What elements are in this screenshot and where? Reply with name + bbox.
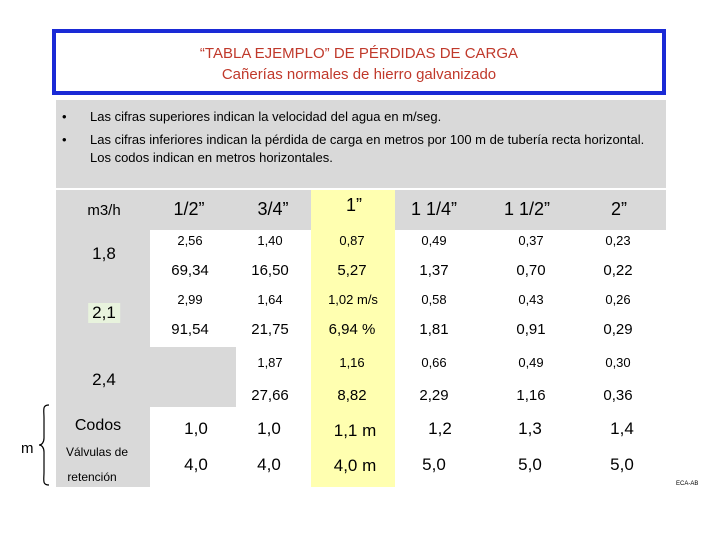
notes-panel: • Las cifras superiores indican la veloc… xyxy=(56,100,666,188)
pipe-size-header: 3/4” xyxy=(257,199,289,219)
fittings-unit-label: m xyxy=(21,440,34,457)
fitting-value: 4,0 xyxy=(257,455,281,474)
pipe-size-header: 1” xyxy=(345,195,363,215)
table-subtitle: Cañerías normales de hierro galvanizado xyxy=(221,66,497,83)
highlight-column-1in xyxy=(311,190,395,487)
velocity-cell: 1,64 xyxy=(257,292,283,307)
title-box: “TABLA EJEMPLO” DE PÉRDIDAS DE CARGA Cañ… xyxy=(52,29,666,95)
loss-cell: 91,54 xyxy=(171,321,209,338)
loss-cell: 69,34 xyxy=(171,262,209,279)
loss-cell: 1,16 xyxy=(516,387,546,404)
fitting-value: 1,0 xyxy=(257,419,281,438)
fitting-label-valves-line2: retención xyxy=(67,470,117,484)
fitting-value: 5,0 xyxy=(610,455,634,474)
note-text: Las cifras inferiores indican la pérdida… xyxy=(90,132,645,165)
loss-cell: 1,37 xyxy=(419,262,449,279)
velocity-cell: 0,37 xyxy=(518,233,544,248)
credit-text: ECA-AB xyxy=(676,481,699,487)
loss-cell: 8,82 xyxy=(337,387,367,404)
velocity-cell: 0,58 xyxy=(421,292,447,307)
left-brace-icon xyxy=(38,404,50,486)
velocity-cell: 2,56 xyxy=(177,233,203,248)
loss-cell: 0,91 xyxy=(516,321,546,338)
loss-cell: 0,29 xyxy=(603,321,633,338)
fittings-label-shade xyxy=(56,407,150,487)
velocity-cell: 0,30 xyxy=(605,355,631,370)
loss-cell: 2,29 xyxy=(419,387,449,404)
loss-cell: 0,36 xyxy=(603,387,633,404)
loss-cell: 16,50 xyxy=(251,262,289,279)
fitting-label-codos: Codos xyxy=(74,417,122,434)
empty-cell-shade xyxy=(150,347,236,407)
table-title: “TABLA EJEMPLO” DE PÉRDIDAS DE CARGA xyxy=(199,45,519,62)
velocity-cell: 1,16 xyxy=(339,355,365,370)
loss-cell: 0,70 xyxy=(516,262,546,279)
fitting-label-valves-line1: Válvulas de xyxy=(65,445,129,459)
velocity-cell: 1,02 m/s xyxy=(328,292,378,307)
fitting-value: 1,3 xyxy=(518,419,542,438)
pipe-size-header: 1 1/4” xyxy=(410,199,458,219)
bullet-icon: • xyxy=(62,109,67,124)
fitting-value: 1,4 xyxy=(610,419,634,438)
fitting-value: 5,0 xyxy=(518,455,542,474)
loss-cell: 6,94 % xyxy=(328,321,376,338)
velocity-cell: 0,26 xyxy=(605,292,631,307)
velocity-cell: 1,87 xyxy=(257,355,283,370)
velocity-cell: 0,87 xyxy=(339,233,365,248)
fitting-value: 5,0 xyxy=(422,455,446,474)
bullet-icon: • xyxy=(62,132,67,147)
fitting-value: 4,0 m xyxy=(333,456,377,475)
fitting-value: 1,2 xyxy=(428,419,452,438)
velocity-cell: 0,43 xyxy=(518,292,544,307)
fitting-value: 1,0 xyxy=(184,419,208,438)
pipe-size-header: 1/2” xyxy=(173,199,205,219)
velocity-cell: 0,49 xyxy=(518,355,544,370)
velocity-cell: 0,23 xyxy=(605,233,631,248)
loss-cell: 21,75 xyxy=(251,321,289,338)
loss-cell: 1,81 xyxy=(419,321,449,338)
velocity-cell: 2,99 xyxy=(177,292,203,307)
pipe-size-header: 2” xyxy=(610,199,628,219)
loss-cell: 27,66 xyxy=(251,387,289,404)
loss-cell: 5,27 xyxy=(337,262,367,279)
flow-label: 1,8 xyxy=(92,244,116,263)
flow-label: 2,1 xyxy=(88,303,120,323)
unit-label: m3/h xyxy=(87,202,121,219)
note-text: Las cifras superiores indican la velocid… xyxy=(90,109,442,124)
fitting-value: 1,1 m xyxy=(333,421,377,440)
velocity-cell: 0,66 xyxy=(421,355,447,370)
velocity-cell: 0,49 xyxy=(421,233,447,248)
fitting-value: 4,0 xyxy=(184,455,208,474)
velocity-cell: 1,40 xyxy=(257,233,283,248)
flow-label: 2,4 xyxy=(92,370,116,389)
loss-cell: 0,22 xyxy=(603,262,633,279)
flow-column-shade xyxy=(56,190,150,407)
pipe-size-header: 1 1/2” xyxy=(503,199,551,219)
